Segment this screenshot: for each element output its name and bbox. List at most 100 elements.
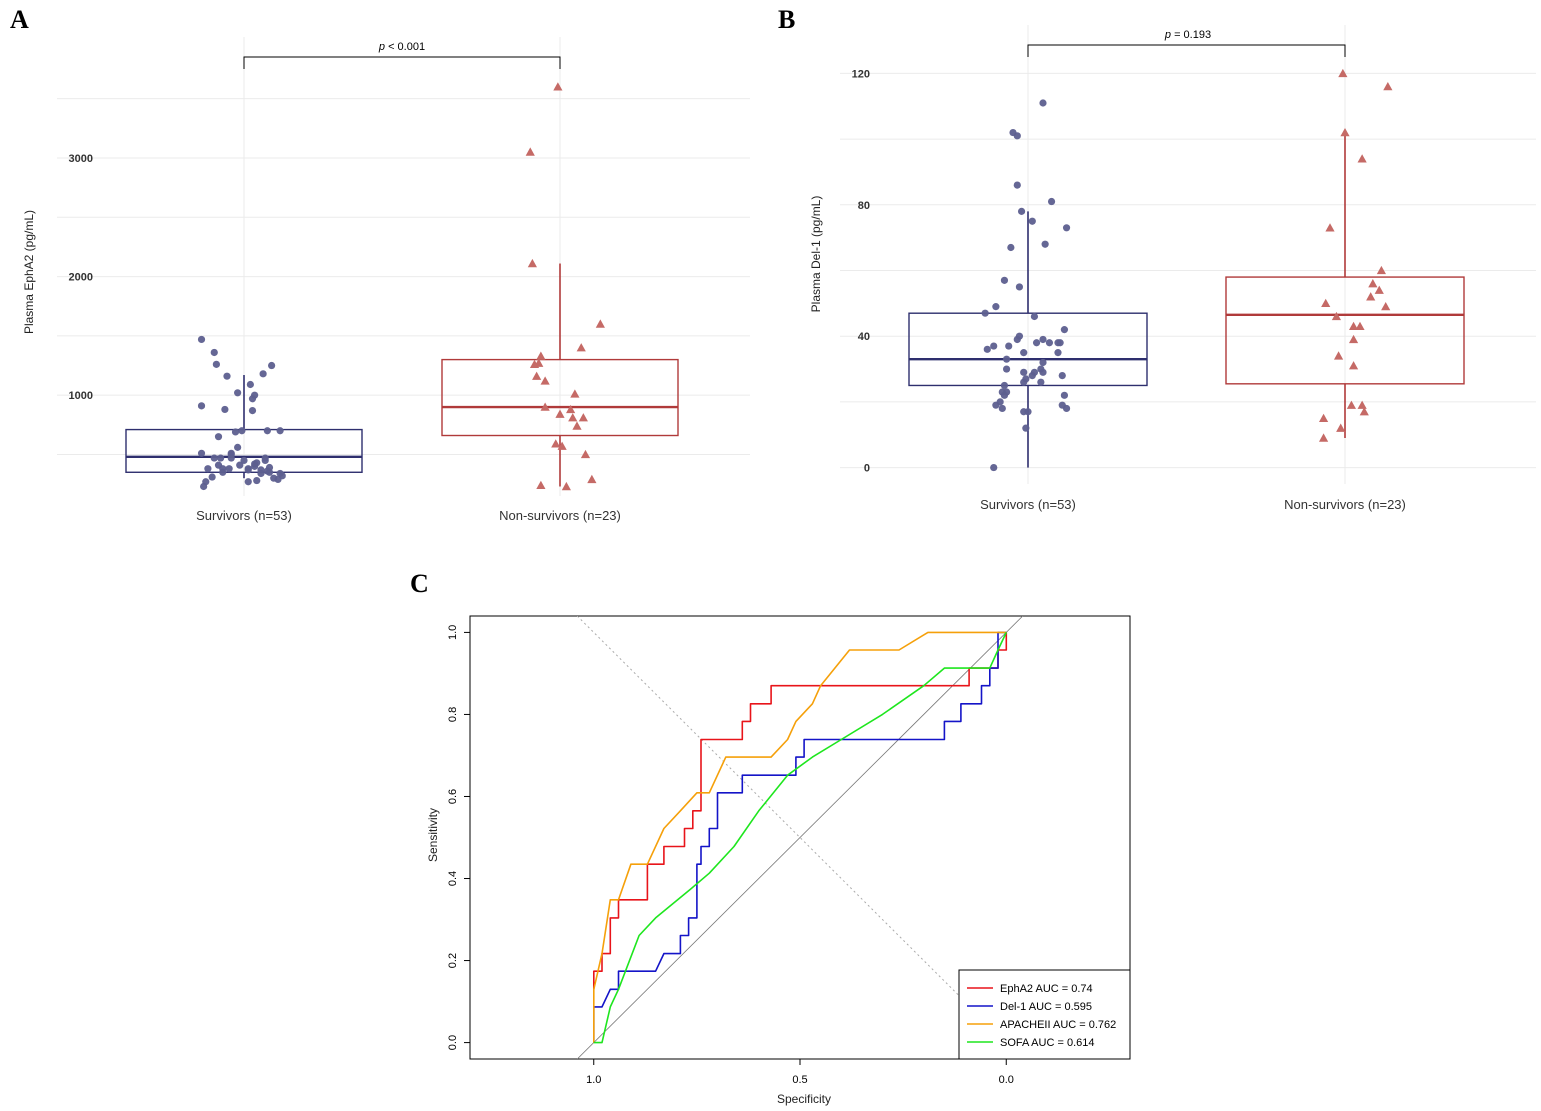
y-tick-label: 0.2: [447, 953, 459, 968]
panel-a-gridlines: [57, 37, 750, 496]
survivor-point: [217, 454, 225, 462]
survivor-point: [1039, 335, 1047, 344]
survivor-point: [225, 465, 233, 473]
survivor-point: [1041, 240, 1049, 248]
survivor-point: [1013, 132, 1021, 140]
panel-c-roc-lines: [593, 631, 1008, 1044]
nonsurvivor-point: [540, 376, 550, 385]
x-tick-label: 0.5: [792, 1074, 807, 1086]
survivor-point: [1020, 368, 1028, 376]
nonsurvivor-point: [1374, 285, 1384, 294]
survivor-point: [251, 462, 259, 470]
nonsurvivor-point: [1333, 351, 1344, 360]
survivor-point: [1054, 349, 1062, 357]
survivor-point: [244, 466, 252, 474]
survivor-point: [1060, 391, 1069, 399]
survivor-point: [223, 372, 231, 380]
survivor-point: [210, 454, 218, 462]
survivor-point: [1000, 276, 1009, 284]
panel-b-boxplot-del1: B 0 40 80 120 Survivors (n=53) Non-survivors…: [778, 5, 1536, 512]
legend-box: [958, 969, 1131, 1060]
y-tick-label: 0.8: [447, 707, 459, 722]
y-tick-label: 0.0: [447, 1035, 459, 1050]
survivor-point: [204, 465, 212, 473]
survivor-point: [248, 395, 257, 403]
panel-c-x-axis-label: Specificity: [777, 1092, 831, 1106]
nonsurvivor-point: [595, 319, 605, 328]
panel-b-points: [981, 68, 1393, 472]
nonsurvivor-point: [557, 441, 567, 450]
nonsurvivor-point: [578, 413, 588, 422]
survivor-point: [221, 405, 229, 414]
panel-c-y-ticks: 0.0 0.2 0.4 0.6 0.8 1.0: [447, 625, 470, 1050]
box-1: [1225, 276, 1465, 385]
nonsurvivor-point: [1321, 298, 1331, 308]
panel-a-letter: A: [10, 5, 29, 34]
nonsurvivor-point: [1338, 68, 1348, 78]
panel-b-gridlines: [840, 25, 1536, 484]
nonsurvivor-point: [529, 359, 540, 369]
panel-a-points: [197, 82, 605, 491]
x-tick-label-0: Survivors (n=53): [196, 508, 292, 523]
panel-c-legend: EphA2 AUC = 0.74 Del-1 AUC = 0.595 APACHEI…: [958, 969, 1131, 1060]
survivor-point: [1039, 99, 1047, 107]
survivor-point: [214, 433, 223, 441]
panel-b-significance-bracket: p = 0.193: [1027, 29, 1346, 57]
survivor-point: [238, 427, 246, 435]
nonsurvivor-point: [1376, 265, 1387, 275]
survivor-point: [219, 468, 227, 476]
nonsurvivor-point: [555, 409, 565, 418]
survivor-point: [990, 463, 998, 472]
survivor-point: [1007, 243, 1015, 252]
legend-label-ephA2: EphA2 AUC = 0.74: [1000, 983, 1093, 995]
nonsurvivor-point: [1346, 400, 1357, 409]
panel-c-ref-group: [576, 616, 1024, 1059]
survivor-point: [1017, 207, 1026, 215]
survivor-point: [197, 402, 206, 410]
survivor-point: [248, 407, 257, 415]
nonsurvivor-point: [553, 82, 563, 91]
survivor-point: [210, 348, 218, 357]
survivor-point: [1022, 424, 1030, 432]
survivor-point: [1058, 372, 1066, 380]
nonsurvivor-point: [572, 421, 582, 430]
nonsurvivor-point: [1340, 127, 1350, 137]
survivor-point: [263, 427, 271, 435]
survivor-point: [231, 428, 240, 436]
survivor-point: [1045, 339, 1054, 347]
nonsurvivor-point: [1366, 292, 1376, 301]
nonsurvivor-point: [576, 343, 586, 352]
survivor-point: [992, 401, 1000, 409]
box-0: [125, 428, 363, 473]
box-1: [441, 358, 679, 437]
roc-curve-apache: [593, 631, 1007, 1043]
panel-c-y-axis-label: Sensitivity: [426, 808, 440, 862]
nonsurvivor-point: [1357, 400, 1367, 409]
nonsurvivor-point: [1355, 321, 1365, 331]
nonsurvivor-point: [561, 481, 571, 491]
survivor-point: [1013, 335, 1021, 344]
chance-diagonal: [576, 616, 1024, 1059]
y-tick-label: 0.6: [447, 789, 459, 804]
survivor-point: [1020, 378, 1028, 386]
y-tick-label: 0: [864, 463, 870, 475]
panel-b-x-ticks: Survivors (n=53) Non-survivors (n=23): [980, 497, 1406, 512]
x-tick-label: 0.0: [999, 1074, 1014, 1086]
survivor-point: [276, 427, 284, 435]
survivor-point: [1047, 197, 1056, 206]
panel-b-y-axis-label: Plasma Del-1 (pg/mL): [809, 196, 823, 313]
survivor-point: [274, 475, 282, 483]
y-tick-label: 80: [858, 200, 870, 212]
nonsurvivor-point: [532, 371, 542, 380]
y-tick-label: 1000: [69, 390, 93, 402]
survivor-point: [992, 303, 1000, 311]
nonsurvivor-point: [580, 449, 591, 459]
nonsurvivor-point: [1318, 433, 1329, 442]
panel-c-reference-lines: [576, 616, 1024, 1059]
nonsurvivor-point: [1331, 311, 1342, 321]
survivor-point: [990, 342, 998, 350]
survivor-point: [212, 360, 220, 368]
survivor-point: [1002, 365, 1011, 373]
legend-label-del1: Del-1 AUC = 0.595: [1000, 1001, 1092, 1013]
nonsurvivor-point: [1357, 154, 1367, 163]
